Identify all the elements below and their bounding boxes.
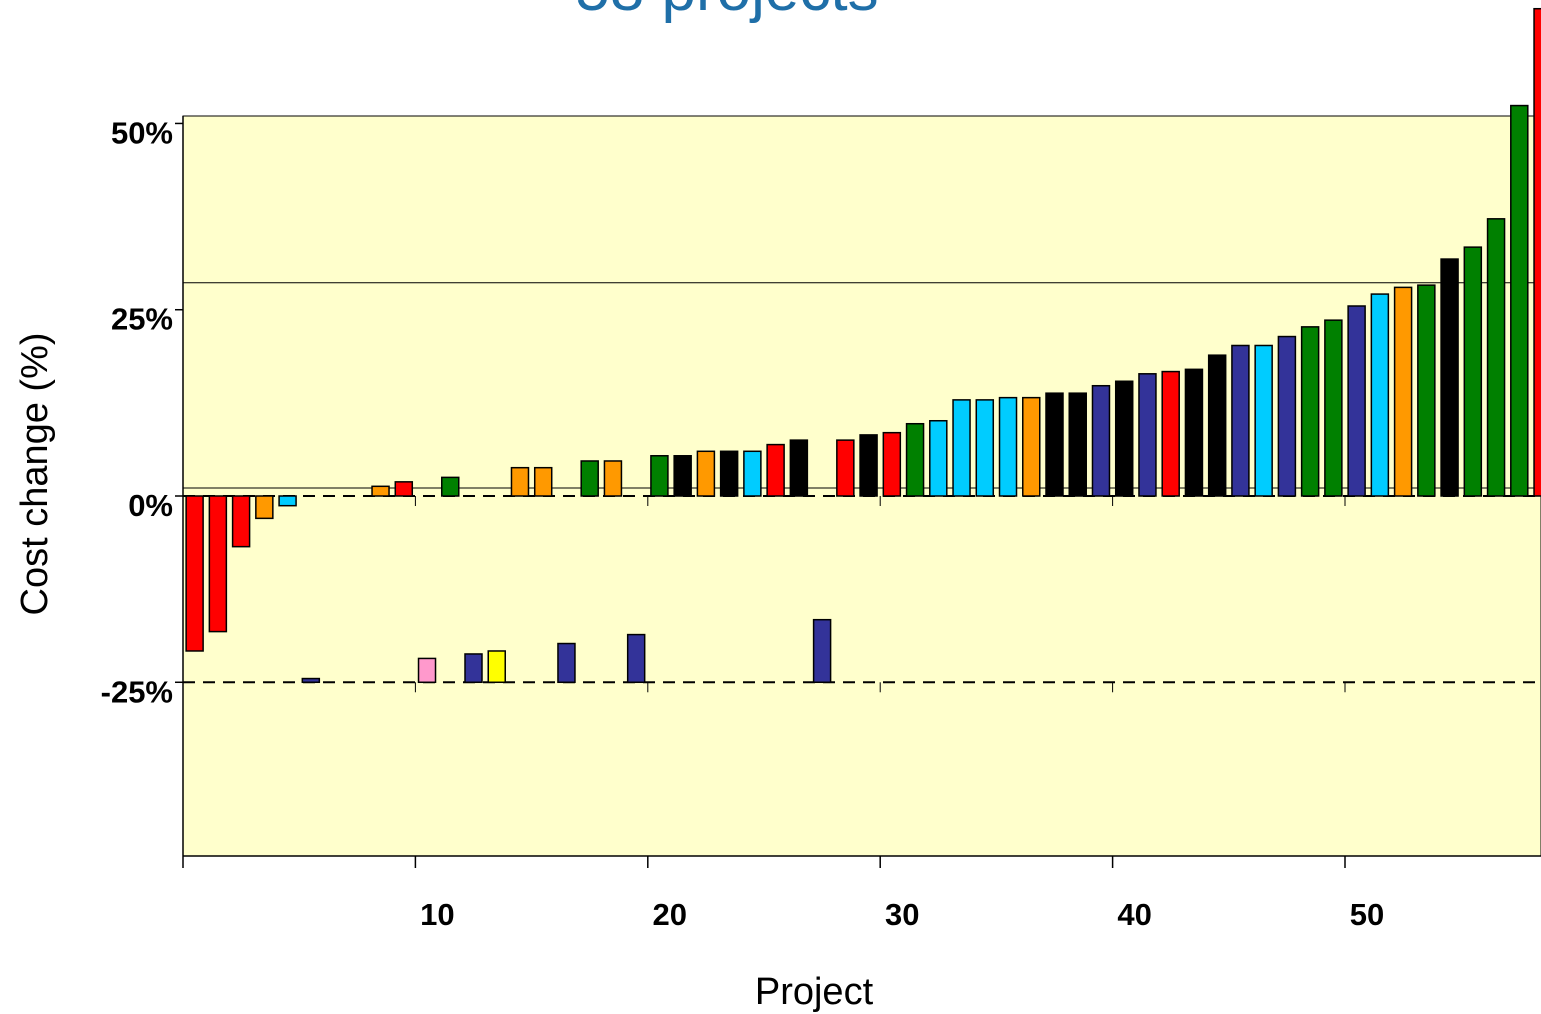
bar-lower-project-11 — [417, 657, 437, 684]
bar-project-12 — [441, 476, 460, 497]
bar-project-16 — [533, 466, 553, 497]
bar-lower-project-13 — [464, 653, 483, 684]
axes — [175, 116, 1541, 868]
bar-project-45 — [1207, 354, 1227, 497]
y-tick-label: 50% — [111, 115, 173, 150]
bar-project-43 — [1161, 370, 1180, 497]
bar-project-4 — [255, 495, 274, 520]
bar-project-1 — [185, 495, 204, 652]
x-tick-label: 40 — [1117, 897, 1151, 932]
bar-project-53 — [1393, 286, 1413, 497]
bar-project-56 — [1463, 246, 1483, 497]
bars — [185, 7, 1541, 684]
bar-project-19 — [603, 460, 623, 497]
bar-project-35 — [975, 399, 995, 497]
bar-project-41 — [1114, 380, 1134, 497]
bar-project-58 — [1510, 104, 1529, 497]
bar-project-47 — [1254, 344, 1273, 497]
bar-project-25 — [743, 450, 762, 497]
x-tick-label: 30 — [885, 897, 919, 932]
bar-project-42 — [1138, 373, 1157, 497]
bar-lower-project-17 — [557, 642, 576, 684]
bar-project-44 — [1184, 368, 1204, 497]
bar-project-23 — [696, 450, 716, 497]
bar-project-3 — [231, 495, 251, 548]
bar-project-21 — [650, 455, 669, 497]
x-tick-label: 10 — [420, 897, 454, 932]
bar-project-48 — [1277, 335, 1297, 497]
bar-project-27 — [789, 439, 809, 497]
bar-project-18 — [580, 460, 599, 497]
bar-project-32 — [905, 422, 925, 497]
bar-project-33 — [929, 419, 948, 497]
bar-project-40 — [1091, 384, 1111, 497]
bar-project-2 — [208, 495, 228, 633]
bar-project-38 — [1045, 392, 1064, 497]
bar-project-26 — [766, 443, 785, 497]
x-axis-label: Project — [755, 971, 874, 1013]
x-tick-label: 50 — [1350, 897, 1384, 932]
bar-project-46 — [1231, 344, 1250, 497]
bar-project-34 — [952, 399, 971, 497]
bar-project-29 — [836, 439, 855, 497]
bar-project-10 — [394, 481, 414, 497]
bar-project-59 — [1533, 7, 1541, 497]
bar-lower-project-14 — [487, 650, 506, 684]
x-tick-label: 20 — [653, 897, 687, 932]
bar-lower-project-20 — [626, 633, 646, 684]
y-tick-labels: 50% 25% 0% -25% — [101, 115, 173, 709]
bar-lower-project-28 — [812, 618, 832, 684]
bar-project-39 — [1068, 392, 1087, 497]
chart-title: 58 projects — [575, 0, 878, 24]
y-axis-label: Cost change (%) — [14, 332, 56, 615]
bar-project-51 — [1347, 305, 1366, 497]
bar-project-49 — [1300, 326, 1320, 497]
bar-project-30 — [859, 434, 878, 497]
bar-project-31 — [882, 431, 902, 497]
bar-project-55 — [1440, 258, 1459, 497]
bar-project-24 — [719, 450, 739, 497]
bar-project-5 — [278, 495, 297, 507]
y-tick-label: 25% — [111, 302, 173, 337]
bar-lower-project-6 — [301, 677, 321, 684]
x-tick-labels: 10 20 30 40 50 — [420, 897, 1384, 932]
bar-project-54 — [1417, 284, 1436, 497]
bar-project-57 — [1486, 218, 1506, 497]
y-tick-label: -25% — [101, 674, 173, 709]
bar-project-9 — [371, 485, 390, 497]
y-tick-label: 0% — [128, 488, 173, 523]
bar-project-36 — [998, 396, 1018, 497]
bar-project-37 — [1022, 396, 1041, 497]
bar-project-50 — [1324, 319, 1343, 497]
bar-project-22 — [673, 455, 692, 497]
bar-project-15 — [510, 466, 530, 497]
bar-project-52 — [1370, 293, 1390, 497]
